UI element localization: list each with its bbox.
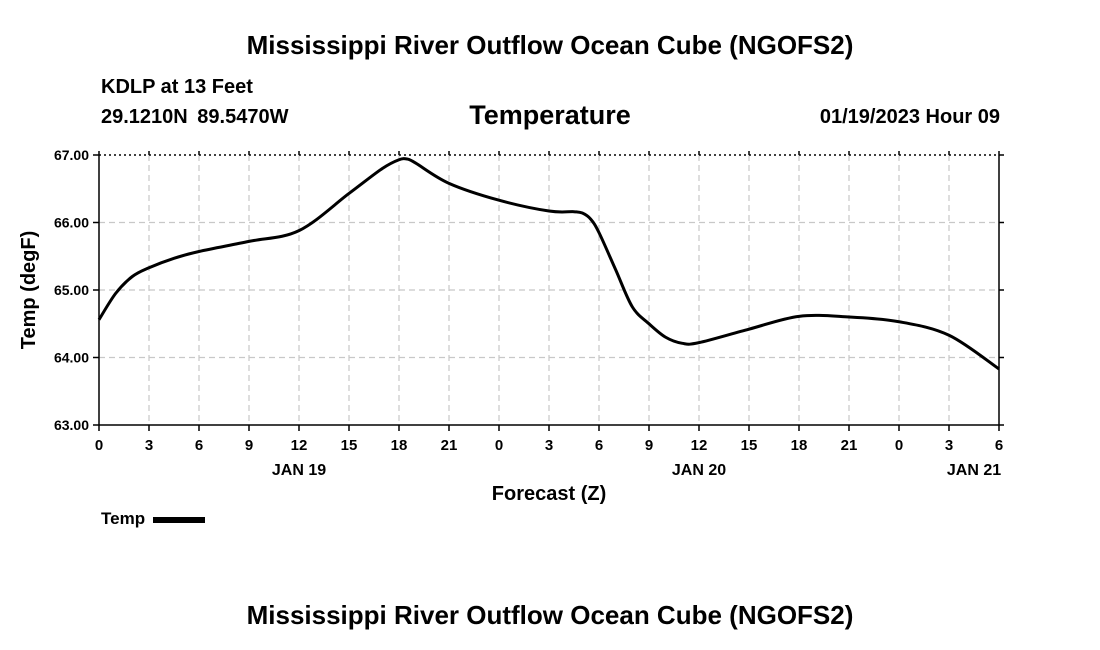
y-tick-label: 66.00 (54, 215, 89, 231)
x-tick-label: 3 (545, 437, 553, 454)
x-tick-label: 6 (195, 437, 203, 454)
y-tick-label: 63.00 (54, 417, 89, 433)
x-tick-label: 18 (791, 437, 808, 454)
x-date-label: JAN 21 (947, 462, 1001, 479)
x-tick-label: 6 (995, 437, 1003, 454)
x-tick-label: 0 (495, 437, 503, 454)
x-tick-label: 15 (341, 437, 358, 454)
footer-title: Mississippi River Outflow Ocean Cube (NG… (246, 600, 854, 630)
x-tick-label: 3 (145, 437, 153, 454)
x-tick-label: 9 (245, 437, 253, 454)
station-coordinates: 29.1210N 89.5470W (101, 106, 289, 128)
x-date-label: JAN 20 (672, 462, 726, 479)
x-date-label: JAN 19 (272, 462, 326, 479)
forecast-datetime: 01/19/2023 Hour 09 (819, 106, 1000, 128)
station-label: KDLP at 13 Feet (101, 76, 253, 98)
series-line-temp (97, 157, 1000, 371)
x-tick-label: 12 (291, 437, 308, 454)
y-axis-title: Temp (degF) (18, 231, 40, 350)
x-tick-label: 6 (595, 437, 603, 454)
legend: Temp (101, 509, 206, 529)
x-tick-label: 3 (945, 437, 953, 454)
x-tick-label: 9 (645, 437, 653, 454)
y-tick-label: 67.00 (54, 147, 89, 163)
x-tick-label: 12 (691, 437, 708, 454)
y-tick-label: 65.00 (54, 282, 89, 298)
x-tick-label: 15 (741, 437, 758, 454)
chart-subtitle: Temperature (469, 100, 631, 130)
y-tick-label: 64.00 (54, 350, 89, 366)
x-tick-label: 21 (441, 437, 458, 454)
x-tick-label: 21 (841, 437, 858, 454)
x-tick-label: 18 (391, 437, 408, 454)
chart-main-title: Mississippi River Outflow Ocean Cube (NG… (246, 30, 854, 60)
legend-label: Temp (101, 509, 146, 528)
legend-line-swatch (153, 517, 206, 523)
x-tick-label: 0 (895, 437, 903, 454)
x-tick-label: 0 (95, 437, 103, 454)
x-axis-title: Forecast (Z) (492, 483, 606, 505)
